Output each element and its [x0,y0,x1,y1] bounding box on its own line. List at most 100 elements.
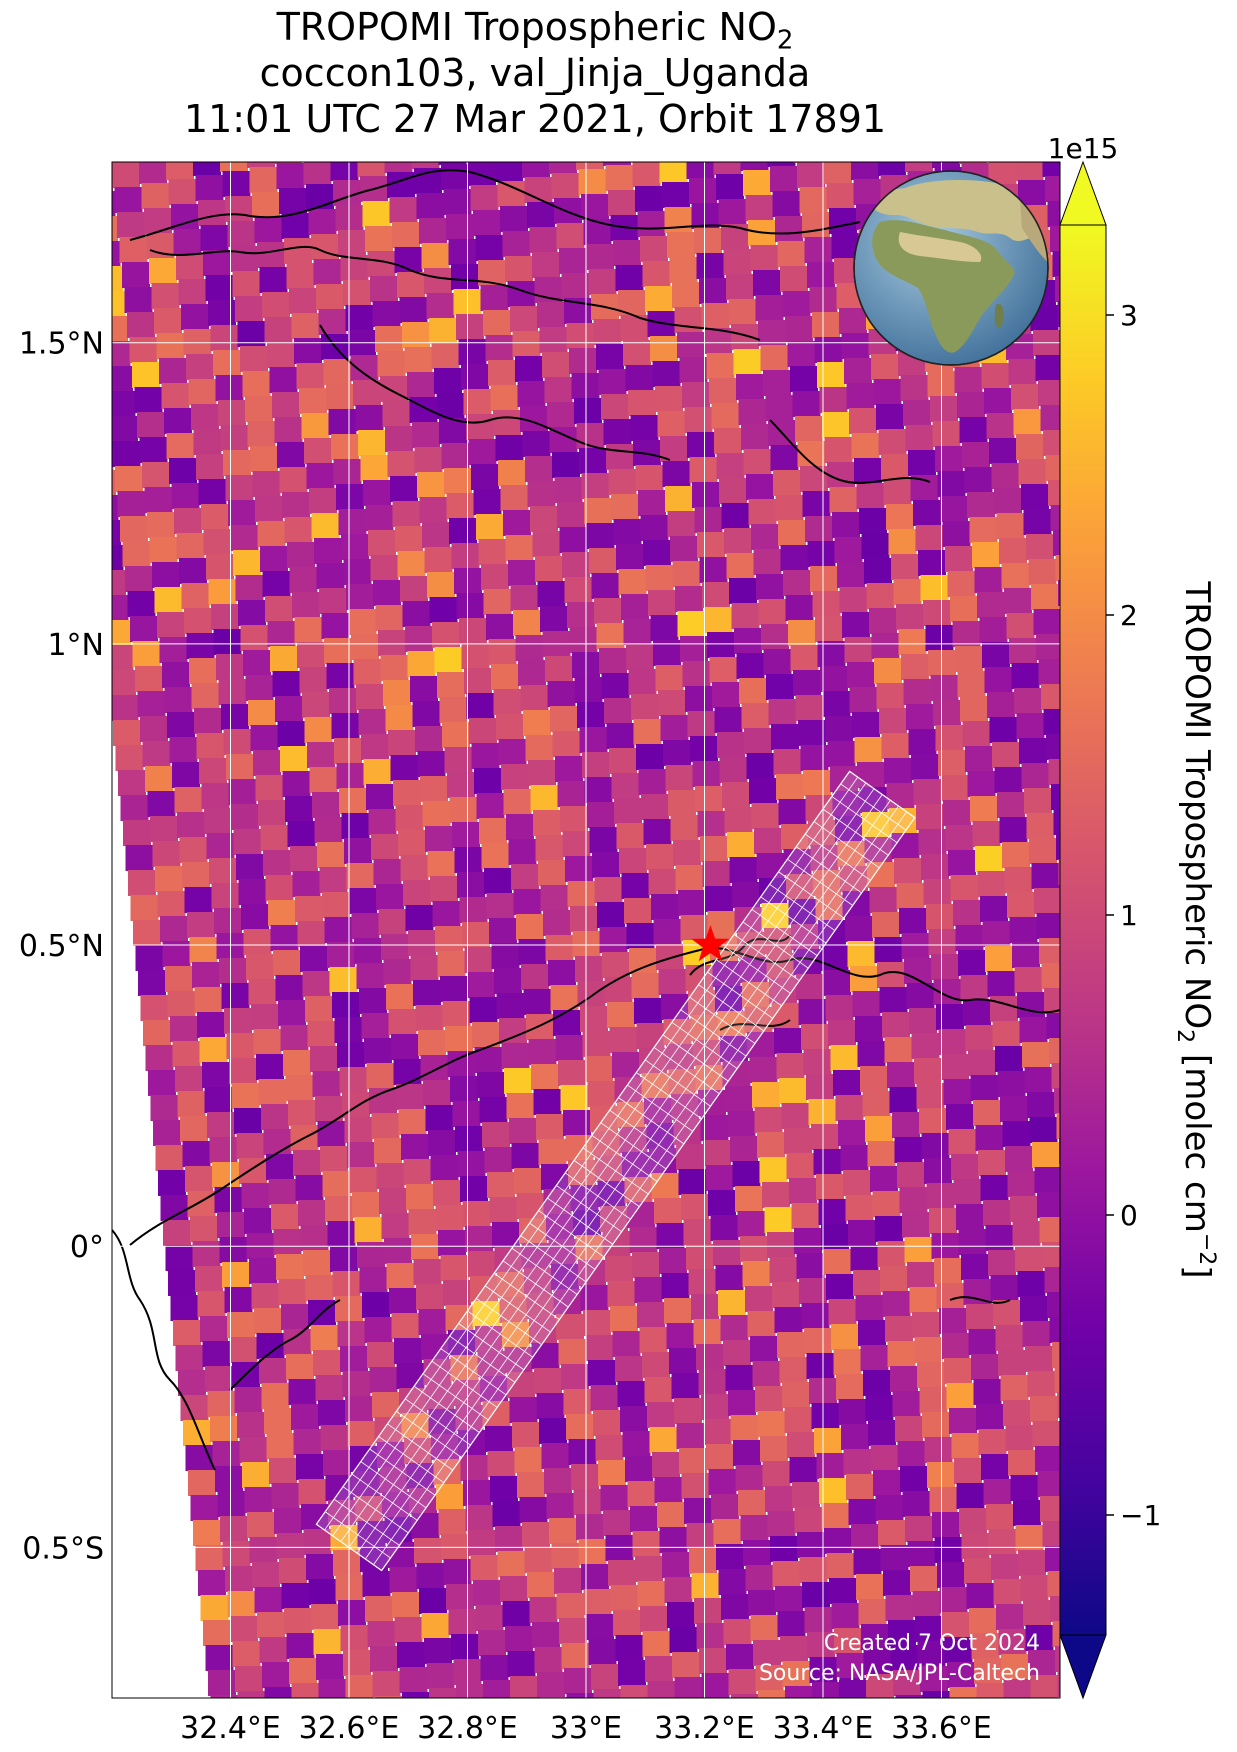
no2-pixel [737,1211,766,1237]
no2-pixel [589,827,618,853]
no2-pixel [1005,1425,1034,1451]
no2-pixel [1035,355,1060,381]
no2-pixel [333,1550,361,1576]
no2-pixel [844,637,873,663]
no2-pixel [813,1149,842,1175]
no2-pixel [794,1507,823,1533]
no2-pixel [438,1509,467,1535]
no2-pixel [994,767,1023,793]
no2-pixel [634,998,662,1024]
no2-pixel [569,348,597,374]
no2-pixel [674,1398,702,1424]
no2-pixel [734,907,763,933]
no2-pixel [959,417,988,443]
no2-pixel [1058,859,1060,885]
no2-pixel [468,1530,496,1556]
no2-pixel [635,465,664,491]
no2-pixel [903,679,932,705]
no2-pixel [480,1655,509,1681]
no2-pixel [556,223,585,249]
no2-pixel [396,1084,424,1110]
no2-pixel [877,1241,906,1267]
no2-pixel [982,642,1010,668]
swath-along-line [332,782,867,1537]
no2-pixel [471,743,500,769]
no2-pixel [768,699,797,725]
no2-pixel [842,612,870,638]
no2-pixel [1017,1271,1046,1297]
no2-pixel [620,36,648,62]
no2-pixel [772,191,801,217]
no2-pixel [180,1395,209,1421]
no2-pixel [740,1236,768,1262]
no2-pixel [865,1395,894,1421]
no2-pixel [1103,1030,1131,1056]
no2-pixel [496,993,525,1019]
no2-pixel [566,1414,594,1440]
no2-pixel [444,747,473,773]
no2-pixel [274,162,302,164]
swath-along-line [324,776,859,1531]
no2-pixel [485,335,514,361]
no2-pixel [229,1058,257,1084]
no2-pixel [655,386,683,412]
no2-pixel [510,306,538,332]
no2-pixel [364,1317,393,1343]
no2-pixel [975,846,1003,872]
no2-pixel [541,1164,569,1190]
colorbar-tick-label: 3 [1120,299,1138,332]
no2-pixel [767,1232,795,1258]
no2-pixel [123,820,151,846]
no2-pixel [857,1041,886,1067]
no2-pixel [702,582,730,608]
no2-pixel [157,891,186,917]
no2-pixel [519,1497,548,1523]
no2-pixel [923,879,952,905]
no2-pixel [231,1083,260,1109]
no2-pixel [980,896,1008,922]
no2-pixel [566,323,595,349]
no2-pixel [1128,1280,1156,1306]
no2-pixel [652,82,680,108]
no2-pixel [588,1639,617,1665]
no2-pixel [199,1037,228,1063]
no2-pixel [611,494,639,520]
no2-pixel [220,162,248,172]
no2-pixel [852,991,881,1017]
no2-pixel [203,529,232,555]
no2-pixel [833,1349,862,1375]
no2-pixel [310,1046,338,1072]
colorbar-tick-label: 1 [1120,899,1138,932]
no2-pixel [283,1050,311,1076]
no2-pixel [507,1651,536,1677]
no2-pixel [832,791,861,817]
no2-pixel [819,387,848,413]
no2-pixel [872,912,900,938]
no2-pixel [112,645,134,671]
no2-pixel [767,162,796,167]
no2-pixel [473,1580,501,1606]
no2-pixel [139,437,168,463]
no2-pixel [153,1120,181,1146]
no2-pixel [613,519,642,545]
no2-pixel [232,271,261,297]
no2-pixel [112,391,136,417]
no2-pixel [817,362,845,388]
no2-pixel [505,535,534,561]
no2-pixel [147,512,175,538]
no2-pixel [1109,1638,1137,1664]
no2-pixel [873,379,902,405]
no2-pixel [1019,738,1047,764]
no2-pixel [679,357,708,383]
no2-pixel [930,396,958,422]
no2-pixel [637,211,666,237]
no2-pixel [964,1558,992,1584]
no2-pixel [573,1489,602,1515]
no2-pixel [218,121,246,147]
no2-pixel [428,1130,456,1156]
no2-pixel [221,704,249,730]
no2-pixel [1018,1550,1046,1576]
no2-pixel [148,1070,176,1096]
no2-pixel [775,1586,803,1612]
no2-pixel [482,1122,510,1148]
